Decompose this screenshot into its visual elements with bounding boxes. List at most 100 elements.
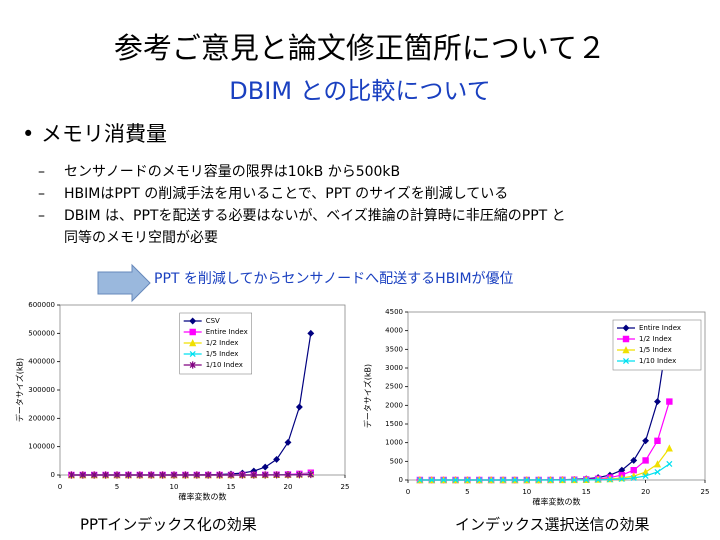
x-tick-label: 5	[465, 488, 469, 496]
legend-label: 1/10 Index	[206, 361, 243, 369]
y-axis-label: データサイズ(kB)	[363, 364, 373, 428]
y-tick-label: 1500	[385, 420, 403, 428]
sub-bullet: 同等のメモリ空間が必要	[64, 229, 218, 246]
legend-marker	[189, 361, 196, 369]
data-point	[307, 329, 315, 337]
slide-subtitle: DBIM との比較について	[229, 77, 490, 105]
data-point	[654, 468, 661, 475]
slide-title: 参考ご意見と論文修正箇所について２	[114, 31, 606, 65]
data-point	[113, 471, 121, 479]
y-tick-label: 300000	[28, 386, 55, 394]
y-tick-label: 1000	[385, 439, 403, 447]
data-point	[193, 471, 200, 479]
y-tick-label: 500	[390, 457, 403, 465]
bullet: • メモリ消費量	[22, 122, 167, 146]
data-point	[642, 457, 649, 464]
x-tick-label: 0	[58, 483, 62, 491]
data-point	[547, 476, 554, 484]
y-tick-label: 600000	[28, 301, 55, 309]
data-point	[583, 476, 590, 483]
data-point	[284, 471, 292, 479]
data-point	[618, 475, 625, 483]
data-point	[511, 476, 518, 484]
data-point	[216, 471, 223, 479]
x-axis-label: 確率変数の数	[533, 497, 581, 507]
data-point	[295, 403, 303, 411]
x-tick-label: 15	[227, 483, 236, 491]
dash: –	[38, 164, 45, 180]
data-point	[654, 398, 661, 406]
data-point	[273, 455, 281, 463]
data-point	[250, 471, 257, 479]
data-point	[559, 476, 566, 483]
data-point	[630, 466, 637, 474]
dash: –	[38, 208, 45, 224]
data-point	[227, 471, 235, 479]
arrow-icon	[97, 263, 151, 303]
x-axis-label: 確率変数の数	[179, 492, 227, 502]
data-point	[125, 471, 132, 479]
legend-marker	[622, 335, 630, 343]
legend-label: 1/5 Index	[206, 350, 239, 358]
x-tick-label: 0	[406, 488, 410, 496]
legend-marker	[622, 324, 630, 332]
y-tick-label: 3000	[385, 364, 403, 372]
legend-label: 1/5 Index	[639, 346, 672, 354]
legend-label: 1/10 Index	[639, 357, 676, 365]
legend-label: Entire Index	[206, 328, 248, 336]
legend-marker	[189, 350, 196, 358]
x-tick-label: 10	[170, 483, 179, 491]
data-point	[79, 471, 86, 479]
x-tick-label: 15	[582, 488, 591, 496]
data-point	[535, 476, 542, 484]
chart-caption: PPTインデックス化の効果	[80, 516, 257, 534]
data-point	[261, 463, 269, 471]
y-tick-label: 2500	[385, 383, 403, 391]
y-tick-label: 3500	[385, 345, 403, 353]
data-point	[523, 476, 530, 484]
data-point	[307, 470, 314, 479]
data-point	[273, 471, 280, 479]
data-point	[262, 471, 269, 479]
data-point	[452, 476, 459, 484]
legend-marker	[189, 328, 196, 336]
y-axis-label: データサイズ(kB)	[15, 358, 25, 422]
y-tick-label: 0	[51, 471, 55, 479]
legend-marker	[622, 357, 630, 365]
data-point	[642, 468, 650, 476]
y-tick-label: 100000	[28, 443, 55, 451]
data-point	[595, 476, 602, 483]
data-point	[653, 460, 662, 468]
sub-bullet: DBIM は、PPTを配送する必要はないが、ベイズ推論の計算時に非圧縮のPPT …	[64, 208, 566, 224]
legend-label: 1/2 Index	[639, 335, 672, 343]
y-tick-label: 500000	[28, 329, 55, 337]
data-point	[428, 476, 435, 484]
legend-label: Entire Index	[639, 324, 681, 332]
data-point	[170, 471, 178, 479]
data-point	[159, 471, 166, 479]
y-tick-label: 200000	[28, 414, 55, 422]
data-point	[68, 471, 75, 479]
data-point	[488, 476, 495, 484]
data-point	[642, 437, 650, 445]
data-point	[630, 474, 637, 482]
legend-label: CSV	[206, 317, 220, 325]
y-tick-label: 0	[399, 476, 403, 484]
data-point	[666, 460, 673, 467]
data-point	[136, 471, 143, 479]
data-point	[296, 471, 303, 479]
y-tick-label: 2000	[385, 401, 403, 409]
conclusion: PPT を削減してからセンサノードへ配送するHBIMが優位	[154, 270, 514, 287]
data-point	[476, 476, 483, 484]
x-tick-label: 5	[115, 483, 119, 491]
legend-label: 1/2 Index	[206, 339, 239, 347]
x-tick-label: 10	[522, 488, 531, 496]
sub-bullet: センサノードのメモリ容量の限界は10kB から500kB	[64, 163, 400, 180]
x-tick-label: 25	[341, 483, 350, 491]
data-point	[464, 476, 471, 484]
data-point	[440, 476, 447, 484]
data-point	[91, 471, 98, 479]
chart-caption: インデックス選択送信の効果	[455, 516, 650, 534]
data-point	[416, 476, 423, 484]
